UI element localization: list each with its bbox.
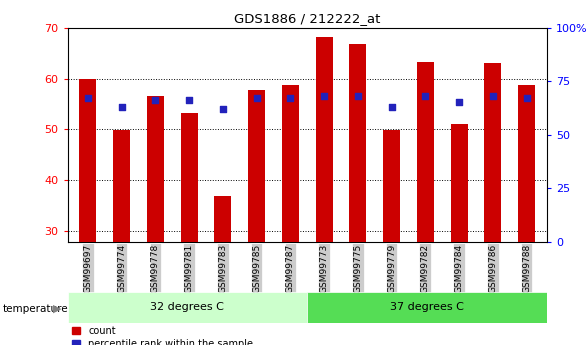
Point (185, 98, 194, 103)
Title: GDS1886 / 212222_at: GDS1886 / 212222_at (234, 12, 380, 25)
Bar (282, 85, 299, 242)
Point (455, 100, 464, 105)
Text: GSM99783: GSM99783 (218, 244, 228, 293)
Point (151, 98, 160, 103)
Point (387, 104, 396, 109)
Text: GSM99781: GSM99781 (185, 244, 193, 293)
Text: GSM99774: GSM99774 (117, 244, 126, 293)
Bar (307, 292, 547, 323)
Bar (68, 292, 307, 323)
Bar (181, 113, 198, 241)
Text: ▶: ▶ (54, 304, 62, 314)
Point (218, 106, 228, 112)
Bar (316, 37, 333, 241)
Bar (450, 124, 467, 241)
Text: GSM99779: GSM99779 (387, 244, 396, 293)
Bar (248, 90, 265, 242)
Bar (485, 63, 502, 241)
Point (117, 104, 126, 109)
Point (353, 93, 363, 99)
Bar (349, 44, 366, 241)
Bar (147, 96, 164, 242)
Point (252, 96, 261, 101)
Bar (79, 79, 96, 242)
Text: GSM99778: GSM99778 (151, 244, 160, 293)
Bar (215, 196, 231, 242)
Legend: count, percentile rank within the sample: count, percentile rank within the sample (72, 326, 253, 345)
Point (286, 96, 295, 101)
Bar (518, 85, 535, 242)
Text: GSM99697: GSM99697 (83, 244, 92, 293)
Text: temperature: temperature (3, 304, 69, 314)
Bar (113, 130, 130, 242)
Text: GSM99787: GSM99787 (286, 244, 295, 293)
Point (488, 93, 497, 99)
Text: 37 degrees C: 37 degrees C (390, 302, 464, 312)
Point (420, 93, 430, 99)
Bar (383, 130, 400, 242)
Point (522, 96, 532, 101)
Text: GSM99775: GSM99775 (353, 244, 362, 293)
Text: GSM99784: GSM99784 (455, 244, 463, 293)
Point (319, 93, 329, 99)
Text: GSM99773: GSM99773 (320, 244, 329, 293)
Bar (417, 62, 434, 242)
Text: 32 degrees C: 32 degrees C (151, 302, 225, 312)
Text: GSM99785: GSM99785 (252, 244, 261, 293)
Text: GSM99782: GSM99782 (421, 244, 430, 293)
Point (83, 96, 92, 101)
Text: GSM99786: GSM99786 (489, 244, 497, 293)
Text: GSM99788: GSM99788 (522, 244, 531, 293)
